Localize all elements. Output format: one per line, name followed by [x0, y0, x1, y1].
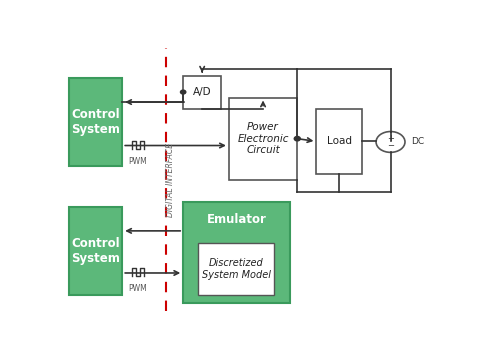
Text: PWM: PWM — [129, 284, 147, 293]
FancyBboxPatch shape — [198, 243, 274, 295]
Text: +: + — [387, 134, 394, 143]
Text: Discretized
System Model: Discretized System Model — [202, 258, 271, 280]
Text: Emulator: Emulator — [207, 213, 266, 226]
FancyBboxPatch shape — [183, 75, 221, 109]
Circle shape — [294, 136, 300, 141]
Text: Power
Electronic
Circuit: Power Electronic Circuit — [237, 122, 289, 155]
Circle shape — [181, 90, 186, 94]
Text: −: − — [387, 141, 394, 150]
Text: PWM: PWM — [129, 157, 147, 166]
FancyBboxPatch shape — [229, 98, 298, 180]
Circle shape — [376, 131, 405, 152]
FancyBboxPatch shape — [183, 202, 290, 303]
Text: DIGITAL INTERFACE: DIGITAL INTERFACE — [166, 143, 175, 217]
FancyBboxPatch shape — [316, 109, 362, 174]
Text: Control
System: Control System — [71, 108, 120, 136]
FancyBboxPatch shape — [69, 78, 122, 166]
Text: Control
System: Control System — [71, 237, 120, 265]
Text: A/D: A/D — [193, 87, 212, 97]
Text: DC: DC — [410, 137, 424, 146]
Text: Load: Load — [327, 136, 352, 146]
FancyBboxPatch shape — [69, 207, 122, 295]
